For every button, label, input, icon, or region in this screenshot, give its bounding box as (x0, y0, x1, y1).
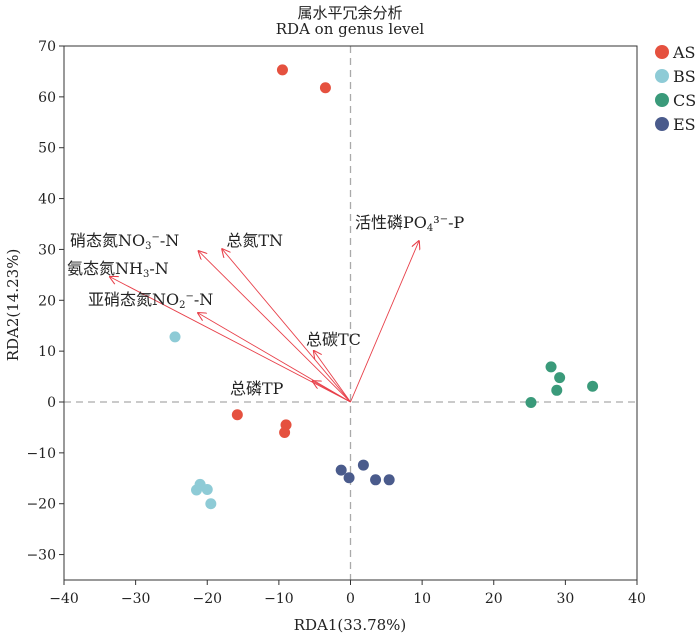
x-tick-label: −10 (264, 591, 294, 607)
y-tick-label: 10 (38, 344, 56, 360)
env-vector-label: 总碳TC (306, 330, 361, 349)
env-vector-label: 硝态氮NO3−-N (70, 231, 179, 252)
x-tick-label: −40 (49, 591, 79, 607)
x-tick-label: −30 (121, 591, 151, 607)
data-point-cs (545, 361, 557, 373)
x-tick-label: −20 (192, 591, 222, 607)
env-vector-arrow (197, 312, 351, 403)
legend-label-as: AS (672, 43, 696, 62)
env-vector-arrow (312, 381, 351, 403)
y-tick-label: 40 (38, 192, 56, 208)
data-point-as (231, 409, 243, 421)
data-point-cs (554, 372, 566, 384)
legend-marker-as (655, 45, 669, 59)
data-point-es (370, 474, 382, 486)
x-tick-label: 10 (413, 591, 431, 607)
env-vector-arrow (350, 240, 420, 403)
y-tick-label: 0 (47, 395, 56, 411)
y-tick-label: 70 (38, 39, 56, 55)
env-vector-arrow (198, 250, 351, 403)
data-point-es (343, 472, 355, 484)
data-point-cs (525, 397, 537, 409)
y-tick-label: 30 (38, 242, 56, 258)
y-tick-label: 50 (38, 141, 56, 157)
x-axis-label: RDA1(33.78%) (294, 616, 407, 634)
y-axis-label: RDA2(14.23%) (4, 249, 22, 362)
legend-label-cs: CS (673, 91, 696, 110)
data-point-cs (551, 384, 563, 396)
data-point-es (383, 474, 395, 486)
x-tick-label: 40 (628, 591, 646, 607)
y-tick-label: 20 (38, 293, 56, 309)
data-point-es (335, 464, 347, 476)
legend-marker-bs (655, 69, 669, 83)
chart-subtitle: RDA on genus level (275, 20, 425, 38)
data-point-bs (205, 498, 217, 510)
data-point-bs (169, 331, 181, 343)
env-vector-arrow (109, 276, 351, 403)
data-point-bs (191, 484, 203, 496)
env-vector-label: 总氮TN (226, 231, 283, 250)
legend-marker-cs (655, 93, 669, 107)
legend-marker-es (655, 117, 669, 131)
env-vector-arrow (313, 350, 351, 403)
legend-label-es: ES (673, 115, 696, 134)
env-vector-label: 亚硝态氮NO2−-N (88, 290, 213, 311)
data-point-as (279, 427, 291, 439)
y-tick-label: −10 (26, 446, 56, 462)
data-point-es (357, 459, 369, 471)
y-tick-label: 60 (38, 90, 56, 106)
env-vector-label: 氨态氮NH3-N (67, 259, 169, 280)
x-tick-label: 20 (485, 591, 503, 607)
env-vector-label: 总磷TP (230, 379, 284, 398)
data-point-as (276, 64, 288, 76)
data-point-as (319, 82, 331, 94)
x-tick-label: 30 (556, 591, 574, 607)
y-tick-label: −30 (26, 548, 56, 564)
env-vector-label: 活性磷PO4³−-P (355, 213, 464, 234)
env-vector-arrow (222, 248, 351, 403)
x-tick-label: 0 (346, 591, 355, 607)
chart-title: 属水平冗余分析 (297, 4, 403, 22)
data-point-bs (201, 483, 213, 495)
legend-label-bs: BS (673, 67, 696, 86)
y-tick-label: −20 (26, 497, 56, 513)
data-point-cs (587, 380, 599, 392)
